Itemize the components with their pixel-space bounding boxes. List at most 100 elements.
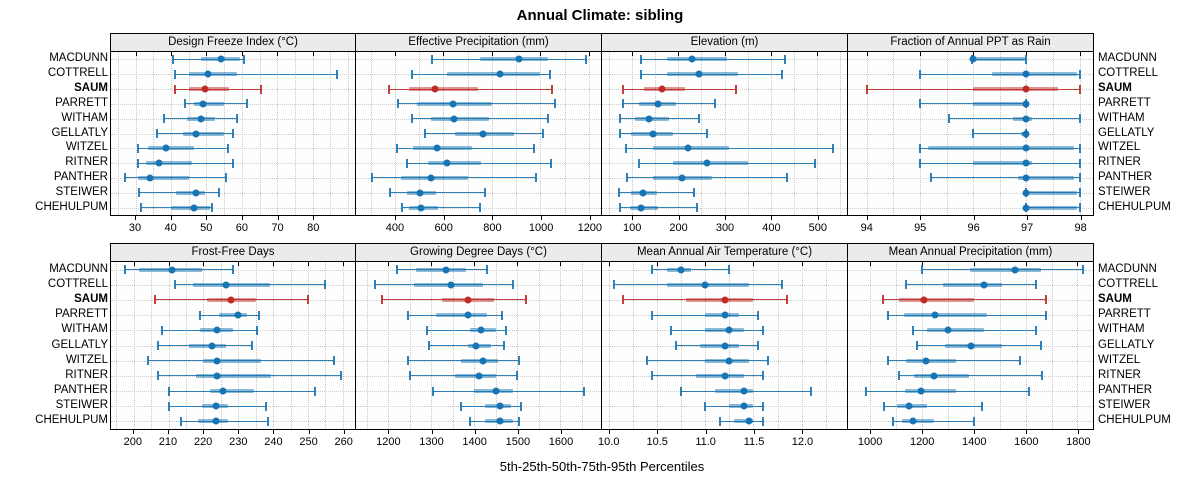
panel-axis: 200 210 220 230 240 250 260 [110,430,356,454]
whisker-cap-high [1081,265,1084,275]
axis-tick-label: 12.0 [791,436,814,448]
axis-tick-top [312,52,314,56]
whisker-cap-low [410,114,413,124]
station-label: MACDUNN [1098,262,1157,275]
panel-plot [848,262,1093,429]
median-dot [146,174,154,182]
panel-box: Effective Precipitation (mm) [355,33,602,216]
whisker-cap-low [198,310,201,320]
whisker-cap-high [501,310,504,320]
whisker-cap-low [637,158,640,168]
whisker-cap-low [675,341,678,350]
whisker-cap-high [242,54,245,64]
whisker-cap-low [887,310,890,320]
axis-tick [657,430,659,434]
whisker-cap-low [680,386,683,396]
whisker-cap-high [813,158,816,168]
median-dot [1022,115,1030,123]
axis-tick [561,430,562,434]
row-gridline [602,192,847,194]
axis-tick [308,430,310,434]
axis-tick-top [307,262,309,266]
axis-tick-label: 200 [123,436,143,448]
axis-tick [1078,430,1080,434]
row-gridline [848,163,1093,165]
whisker-cap-high [582,386,585,396]
panel-axis: 30 40 50 60 70 80 [110,216,356,240]
axis-tick [1027,216,1029,220]
axis-tick [870,430,872,434]
whisker-cap-low [163,114,166,124]
station-label: STEIWER [55,185,108,198]
row-gridline [111,406,355,408]
axis-tick-top [277,52,279,56]
whisker-cap-low [670,325,673,335]
panel-box: Mean Annual Precipitation (mm) [847,243,1094,430]
whisker-cap-high [1025,54,1028,64]
median-dot [479,357,487,365]
median-dot [725,357,733,365]
whisker-cap-high [810,386,813,396]
axis-tick [394,216,396,220]
median-dot [649,130,657,137]
median-dot [464,311,472,319]
iqr-bar [137,175,189,180]
station-label: MACDUNN [49,262,108,275]
whisker-cap-high [549,69,552,79]
whisker-cap-low [640,54,643,64]
axis-tick-label: 1400 [962,436,987,448]
whisker-cap-low [612,280,615,290]
whisker-cap-high [1078,143,1081,153]
row-gridline [356,269,601,271]
whisker-cap-low [123,265,126,275]
row-gridline [356,421,601,423]
median-dot [212,417,220,425]
axis-tick-top [705,262,707,266]
station-label: COTTRELL [1098,67,1159,80]
whisker-cap-low [718,416,721,426]
whisker-cap-high [1045,310,1048,320]
axis-tick-top [921,262,923,266]
axis-tick-top [517,262,519,266]
axis-tick-label: 70 [271,222,284,234]
axis-tick-label: 400 [762,222,781,234]
axis-tick-top [168,262,170,266]
whisker-cap-low [918,69,921,79]
whisker-cap-high [705,129,708,138]
iqr-bar [734,419,754,424]
iqr-bar [183,131,225,136]
whisker-cap-low [626,173,629,183]
axis-tick-label: 98 [1074,222,1087,234]
axis-tick [608,430,610,434]
median-dot [192,130,200,137]
whisker-cap-high [972,416,975,426]
median-dot [234,311,242,319]
median-dot [1022,144,1030,152]
station-label: PARRETT [55,96,108,109]
row-gridline [848,421,1093,423]
axis-tick [343,430,345,434]
axis-tick-top [770,52,772,56]
whisker-line [884,405,982,407]
whisker-cap-low [618,188,621,198]
axis-tick-label: 260 [334,436,353,448]
axis-tick [802,430,804,434]
axis-tick-top [866,52,868,56]
iqr-bar [446,72,541,77]
whisker-cap-high [518,356,521,366]
iqr-bar [188,72,237,77]
whisker-line [930,177,1080,179]
median-dot [155,159,163,167]
axis-tick-top [560,262,562,266]
whisker-cap-high [313,386,316,396]
panel-fraction-of-annual-ppt-as-rain: Fraction of Annual PPT as Rain 94 95 96 97 98 [847,33,1094,240]
whisker-cap-low [911,325,914,335]
panel-plot [356,262,601,429]
axis-tick-label: 1300 [419,436,444,448]
axis-tick-label: 10.0 [598,436,620,448]
axis-tick-label: 400 [385,222,405,234]
axis-tick-label: 1500 [505,436,531,448]
whisker-cap-low [883,401,886,411]
axis-tick-label: 30 [128,222,142,234]
station-label: WITHAM [61,323,108,336]
